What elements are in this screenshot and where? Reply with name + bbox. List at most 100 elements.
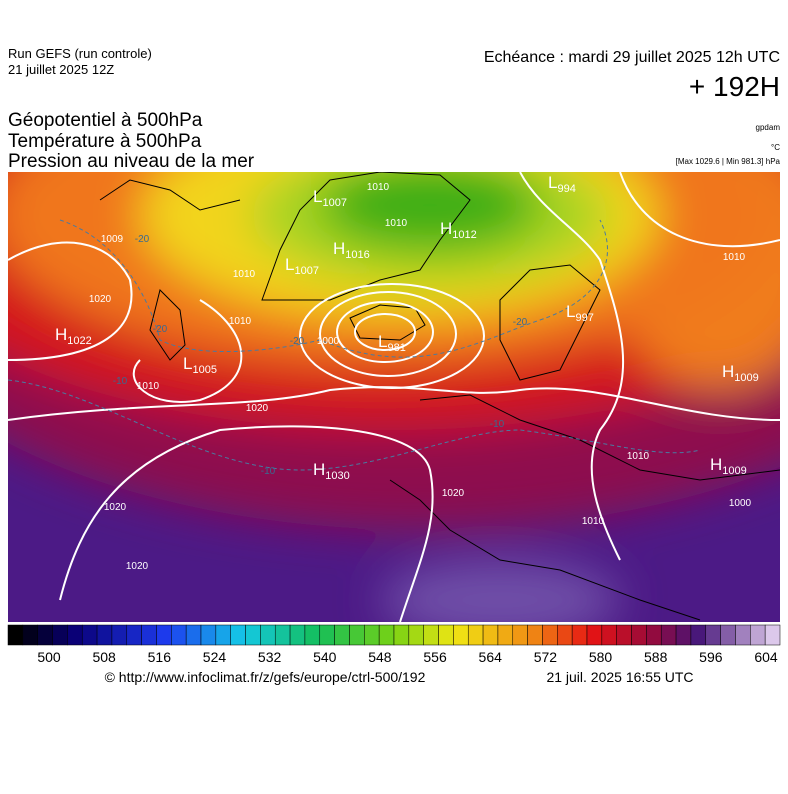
colorbar-swatch xyxy=(453,624,469,646)
colorbar-tick-label: 540 xyxy=(313,649,337,665)
center-value: 1007 xyxy=(294,265,318,277)
colorbar-swatch xyxy=(393,624,410,646)
pressure-center: L1007 xyxy=(313,187,347,209)
isotherm-label: -10 xyxy=(113,376,128,387)
colorbar-swatch xyxy=(408,624,424,646)
isotherms xyxy=(8,219,701,471)
colorbar-swatch xyxy=(586,624,603,646)
colorbar-tick-label: 604 xyxy=(754,649,778,665)
colorbar-tick-label: 596 xyxy=(699,649,723,665)
colorbar-swatch xyxy=(319,624,335,646)
center-kind: H xyxy=(313,460,325,479)
colorbar-swatch xyxy=(631,624,647,646)
colorbar-swatch xyxy=(675,624,692,646)
center-kind: L xyxy=(313,187,322,206)
center-value: 1009 xyxy=(722,465,746,477)
isotherm-label: -20 xyxy=(513,317,528,328)
isotherm-label: -20 xyxy=(290,336,305,347)
colorbar-tick-label: 532 xyxy=(258,649,282,665)
isobar-label: 1020 xyxy=(246,403,269,414)
center-kind: H xyxy=(710,455,722,474)
colorbar-swatch xyxy=(601,624,617,646)
colorbar-swatch xyxy=(720,624,736,646)
colorbar-tick-label: 524 xyxy=(203,649,227,665)
colorbar: 500 508 516 524 532 540 548 556 564 572 580 588 596 6… xyxy=(7,624,781,665)
colorbar-tick-label: 556 xyxy=(423,649,447,665)
isobar-label: 1000 xyxy=(729,498,752,509)
isotherm-label: -10 xyxy=(261,466,276,477)
isobars xyxy=(8,172,780,622)
colorbar-swatch xyxy=(764,624,781,646)
center-value: 1005 xyxy=(192,364,216,376)
colorbar-swatch xyxy=(571,624,588,646)
isotherm-label: -10 xyxy=(490,419,505,430)
colorbar-swatch xyxy=(557,624,573,646)
isobar-label: 1000 xyxy=(317,336,340,347)
colorbar-swatch xyxy=(22,624,38,646)
isobar-label: 1010 xyxy=(582,516,605,527)
center-value: 1030 xyxy=(325,470,349,482)
colorbar-swatch xyxy=(274,624,291,646)
isobar-label: 1010 xyxy=(385,218,408,229)
colorbar-swatch xyxy=(750,624,766,646)
isobar-label: 1020 xyxy=(442,488,465,499)
colorbar-swatch xyxy=(527,624,543,646)
pressure-center: L994 xyxy=(548,173,576,195)
pressure-center: L981 xyxy=(378,332,406,354)
pressure-center: H1009 xyxy=(722,362,759,384)
unit: [Max 1029.6 | Min 981.3] hPa xyxy=(676,157,781,166)
colorbar-swatch xyxy=(423,624,439,646)
colorbar-swatch xyxy=(660,624,677,646)
colorbar-swatch xyxy=(245,624,261,646)
colorbar-swatch xyxy=(438,624,454,646)
colorbar-swatch xyxy=(304,624,321,646)
colorbar-swatch xyxy=(81,624,98,646)
colorbar-swatch xyxy=(7,624,24,646)
colorbar-swatch xyxy=(96,624,113,646)
pressure-center: H1009 xyxy=(710,455,747,477)
center-kind: H xyxy=(722,362,734,381)
colorbar-swatch xyxy=(185,624,202,646)
isobar-label: 1010 xyxy=(723,252,746,263)
unit: gpdam xyxy=(756,123,781,132)
colorbar-swatch xyxy=(171,624,187,646)
colorbar-swatch xyxy=(111,624,128,646)
colorbar-swatch xyxy=(497,624,514,646)
pressure-center: H1016 xyxy=(333,239,370,261)
center-value: 1012 xyxy=(452,229,476,241)
colorbar-tick-label: 516 xyxy=(148,649,172,665)
unit: °C xyxy=(771,143,780,152)
colorbar-swatch xyxy=(289,624,306,646)
colorbar-swatch xyxy=(156,624,172,646)
center-value: 994 xyxy=(557,183,575,195)
title: Température à 500hPa xyxy=(8,131,202,152)
lead-time: + 192H xyxy=(689,71,780,102)
colorbar-swatch xyxy=(67,624,83,646)
colorbar-swatch xyxy=(215,624,231,646)
colorbar-swatch xyxy=(126,624,142,646)
isobar-label: 1010 xyxy=(367,182,390,193)
colorbar-tick-label: 580 xyxy=(589,649,613,665)
center-kind: L xyxy=(378,332,387,351)
isobar-label: 1010 xyxy=(229,316,252,327)
map-labels: H1022L1005L1007H1016L1007H1012L994L981H1… xyxy=(55,173,759,572)
colorbar-swatch xyxy=(512,624,528,646)
colorbar-swatch xyxy=(482,624,499,646)
center-value: 1009 xyxy=(734,372,758,384)
colorbar-swatch xyxy=(705,624,721,646)
title: Pression au niveau de la mer xyxy=(8,151,255,172)
center-kind: H xyxy=(440,219,452,238)
colorbar-swatch xyxy=(646,624,662,646)
map: H1022L1005L1007H1016L1007H1012L994L981H1… xyxy=(8,172,780,622)
colorbar-swatch xyxy=(37,624,53,646)
isobar-label: 1020 xyxy=(104,502,127,513)
run-date: 21 juillet 2025 12Z xyxy=(8,62,114,77)
pressure-center: H1030 xyxy=(313,460,350,482)
colorbar-swatch xyxy=(52,624,68,646)
colorbar-swatch xyxy=(690,624,707,646)
isobar-label: 1020 xyxy=(126,561,149,572)
colorbar-swatch xyxy=(467,624,484,646)
isotherm-label: -20 xyxy=(153,324,168,335)
isobar-label: 1010 xyxy=(233,269,256,280)
